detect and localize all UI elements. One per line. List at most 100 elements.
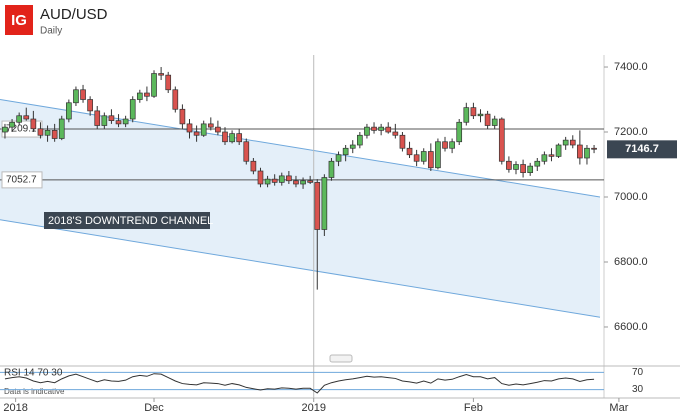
candle-body (357, 134, 363, 146)
x-tick-label: Mar (609, 402, 628, 414)
candle-body (435, 141, 441, 169)
candle-body (243, 141, 250, 162)
candle-body (371, 126, 377, 131)
candle-body (392, 131, 399, 136)
candle-body (193, 131, 200, 136)
candle-body (257, 170, 264, 185)
candle-body (406, 147, 413, 156)
candle-body (562, 139, 569, 146)
candle-body (286, 175, 292, 182)
candle-body (165, 74, 172, 91)
candle-body (2, 126, 8, 133)
candle-body (186, 123, 193, 133)
candle-body (172, 89, 179, 110)
candle-body (108, 115, 115, 121)
rsi-tick-label: 30 (632, 384, 644, 395)
candle-body (278, 175, 285, 183)
candle-body (51, 130, 58, 139)
candle-body (144, 92, 150, 97)
candle-body (548, 154, 555, 157)
candle-body (115, 120, 122, 125)
candle-body (456, 121, 463, 143)
y-tick-label: 6800.0 (614, 256, 648, 268)
candle-body (577, 144, 583, 159)
level-label: 7052.7 (6, 175, 37, 186)
candle-body (541, 154, 548, 162)
scroll-handle[interactable] (329, 354, 353, 363)
annotation: 2018'S DOWNTREND CHANNEL (44, 212, 213, 229)
candle-body (9, 121, 15, 128)
candle-body (200, 123, 207, 136)
candle-body (58, 118, 65, 139)
candle-body (463, 107, 470, 123)
candle-body (399, 134, 406, 149)
candle-body (300, 180, 306, 185)
candle-body (591, 147, 597, 150)
logo-box (5, 5, 33, 35)
candle-body (179, 108, 186, 125)
candle-body (307, 180, 313, 183)
last-price-label: 7146.7 (625, 143, 659, 155)
x-tick-label: 2019 (301, 402, 325, 414)
annotation-text: 2018'S DOWNTREND CHANNEL (48, 215, 213, 227)
candle-body (569, 139, 576, 146)
candle-body (314, 182, 321, 230)
y-tick-label: 7200.0 (614, 126, 648, 138)
y-tick-label: 6600.0 (614, 321, 648, 333)
candle-body (158, 73, 164, 76)
footnote: Data is indicative (4, 387, 65, 396)
candle-body (520, 164, 526, 173)
channel-line (0, 219, 601, 318)
candle-body (129, 99, 136, 120)
candle-body (491, 118, 498, 126)
candle-body (349, 144, 356, 149)
candle-body (80, 89, 86, 100)
candle-body (534, 160, 541, 167)
candle-body (264, 178, 271, 185)
candle-body (413, 154, 420, 162)
candle-body (66, 102, 72, 120)
candle-body (222, 131, 228, 143)
candle-body (37, 128, 44, 136)
candle-body (215, 126, 221, 133)
candle-body (498, 118, 505, 162)
channel-area (0, 99, 600, 318)
level-label: 7209.1 (6, 124, 37, 135)
candle-body (427, 151, 434, 169)
candle-body (44, 130, 51, 136)
candle-body (87, 99, 93, 112)
candle-body (328, 160, 335, 178)
candle-body (527, 165, 534, 173)
candle-body (342, 147, 349, 156)
candle-body (420, 151, 427, 162)
candle-body (449, 141, 455, 149)
candle-body (23, 115, 30, 120)
chart-title: AUD/USD (40, 6, 108, 23)
candle-body (378, 126, 384, 131)
candle-body (385, 126, 392, 133)
candle-body (151, 73, 157, 97)
candle-body (73, 89, 79, 104)
candle-body (293, 180, 299, 185)
candle-body (335, 154, 342, 162)
candle-body (513, 164, 519, 170)
candle-body (477, 113, 484, 117)
candle-body (30, 118, 37, 130)
rsi-line (4, 373, 595, 394)
last-price-box (607, 140, 677, 159)
candle-body (442, 141, 448, 149)
candle-body (122, 118, 129, 125)
y-tick-label: 7400.0 (614, 61, 648, 73)
candle-body (584, 147, 590, 159)
rsi-tick-label: 70 (632, 367, 644, 378)
x-tick-label: Feb (464, 402, 483, 414)
candle-body (207, 123, 214, 128)
rsi-label: RSI 14 70 30 (4, 368, 63, 379)
candle-body (555, 144, 562, 157)
x-tick-label: 2018 (3, 402, 27, 414)
candle-body (250, 160, 257, 172)
candle-body (364, 126, 370, 136)
x-tick-label: Dec (144, 402, 164, 414)
candle-body (136, 92, 143, 100)
